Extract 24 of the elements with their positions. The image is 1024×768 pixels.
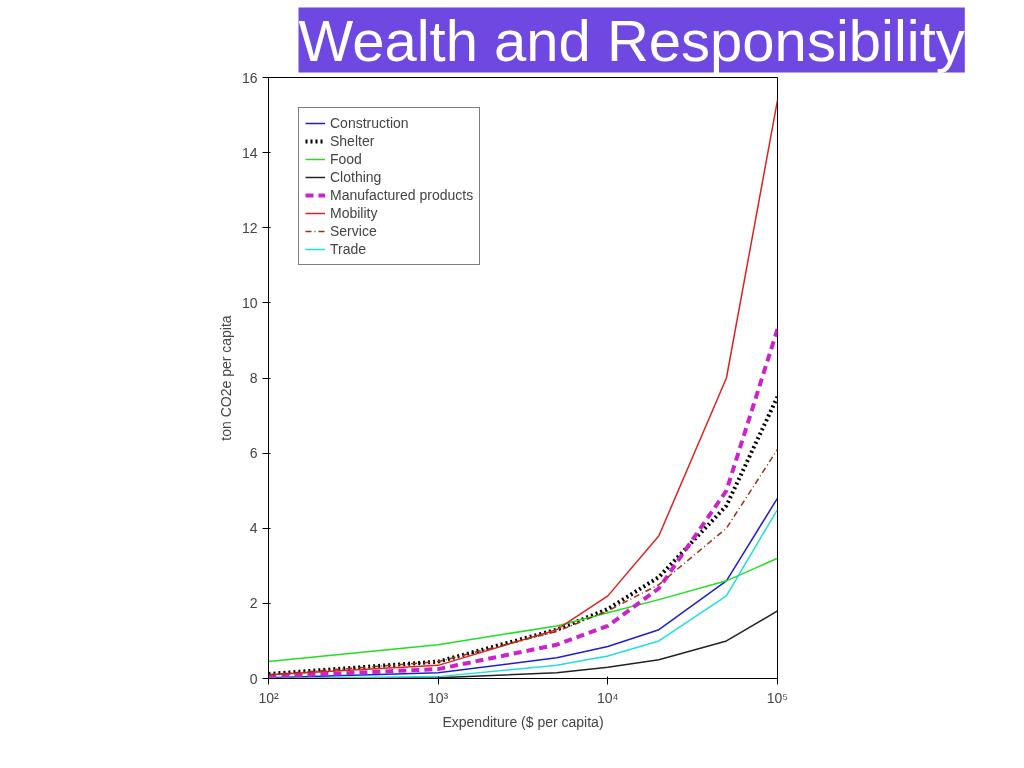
y-axis-title: ton CO2e per capita (217, 315, 234, 441)
y-tick-label: 0 (249, 670, 258, 687)
y-tick-label: 8 (249, 370, 258, 386)
y-tick-label: 12 (241, 219, 258, 236)
x-tick-label: 10³ (428, 689, 449, 706)
y-tick-label: 4 (249, 520, 258, 537)
y-tick-label: 6 (249, 445, 258, 462)
y-tick-label: 10 (241, 294, 258, 311)
x-tick-label: 10² (258, 689, 279, 706)
x-axis-title: Expenditure ($ per capita) (442, 713, 604, 730)
legend-label: Mobility (330, 204, 378, 222)
legend-label: Service (330, 222, 377, 240)
legend-label: Clothing (330, 168, 382, 186)
chart-title: Wealth and Responsibility (298, 7, 965, 73)
legend-label: Food (330, 150, 362, 168)
x-tick-label: 10⁴ (597, 689, 619, 706)
legend-label: Trade (330, 240, 367, 258)
y-tick-label: 16 (241, 69, 258, 86)
legend-label: Shelter (330, 132, 375, 150)
y-tick-label: 2 (249, 595, 258, 612)
legend-label: Manufactured products (330, 186, 474, 204)
y-tick-label: 14 (241, 144, 258, 161)
legend-label: Construction (330, 114, 409, 132)
x-tick-label: 10⁵ (766, 689, 789, 706)
